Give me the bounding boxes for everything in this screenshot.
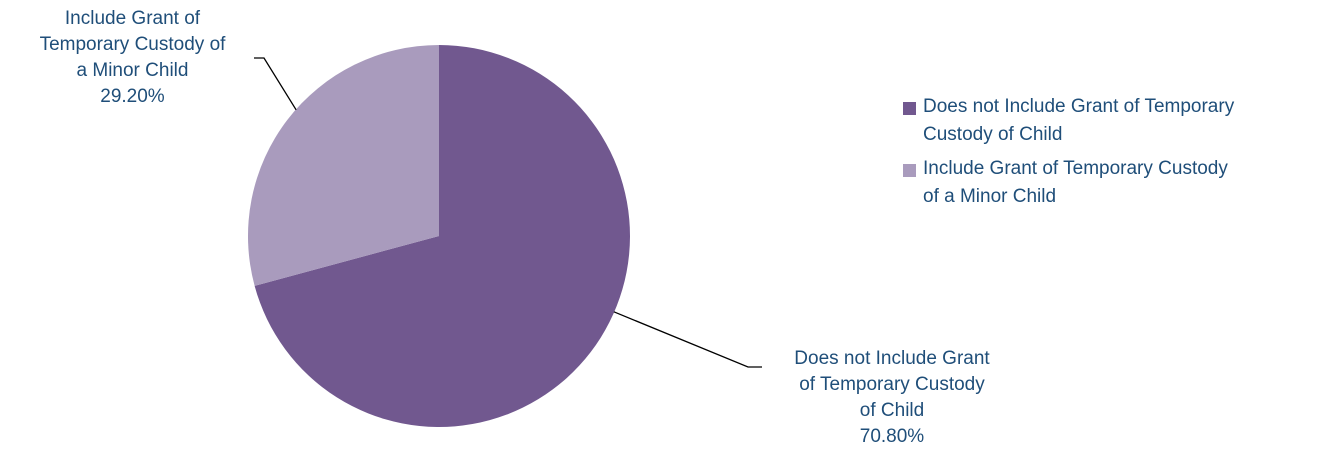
data-label-line: of Child (859, 400, 925, 421)
data-label-include-grant: Include Grant of Temporary Custody of a … (0, 6, 265, 110)
data-label-value: 29.20% (100, 86, 165, 107)
leader-lines (254, 57, 762, 368)
data-label-line: Include Grant of (64, 8, 201, 29)
legend: Does not Include Grant of Temporary Cust… (903, 93, 1333, 217)
data-label-line: Does not Include Grant (794, 348, 990, 369)
legend-swatch (903, 164, 916, 177)
legend-item-does-not-include-grant: Does not Include Grant of Temporary Cust… (903, 93, 1333, 149)
legend-label-line: Custody of Child (923, 124, 1063, 145)
data-label-line: a Minor Child (76, 60, 189, 81)
pie-slice-0 (254, 45, 630, 428)
data-label-line: of Temporary Custody (799, 374, 985, 395)
pie-slices (247, 45, 630, 428)
data-label-does-not-include-grant: Does not Include Grant of Temporary Cust… (742, 346, 1042, 450)
legend-item-include-grant: Include Grant of Temporary Custody of a … (903, 155, 1333, 211)
legend-label-line: Does not Include Grant of Temporary (923, 96, 1235, 117)
legend-label-line: of a Minor Child (923, 186, 1057, 207)
leader-line-0 (613, 311, 762, 368)
legend-swatch (903, 102, 916, 115)
leader-line-1 (254, 57, 297, 111)
data-label-value: 70.80% (859, 426, 925, 447)
legend-label-line: Include Grant of Temporary Custody (923, 158, 1228, 179)
data-label-line: Temporary Custody of (39, 34, 226, 55)
pie-slice-1 (247, 45, 439, 286)
